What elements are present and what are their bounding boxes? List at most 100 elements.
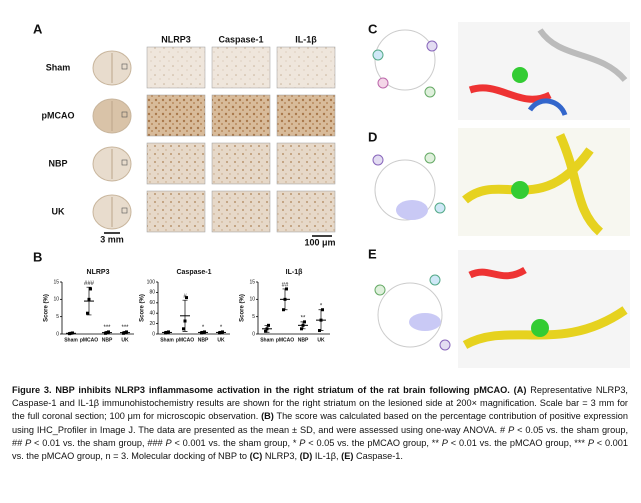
caption-text: < 0.01 vs. the pMCAO group, ***	[447, 437, 588, 448]
micrograph	[211, 46, 271, 89]
caption-text: (B)	[261, 411, 274, 422]
panel-label: C	[368, 21, 378, 36]
row-label: pMCAO	[42, 110, 75, 120]
protein-view	[458, 250, 630, 368]
y-tick-label: 0	[56, 331, 59, 337]
roi-box	[121, 63, 128, 70]
data-point	[285, 287, 288, 291]
significance: ***	[121, 325, 129, 331]
micrograph	[211, 142, 271, 185]
x-tick-label: pMCAO	[80, 337, 98, 343]
significance: *	[220, 325, 223, 331]
data-point	[89, 287, 92, 291]
residue	[439, 339, 451, 351]
caption-text: P	[299, 437, 306, 448]
caption-text: < 0.001 vs. the sham group, *	[171, 437, 300, 448]
significance: ##	[282, 283, 289, 289]
micrograph	[146, 46, 206, 89]
diagram-ring	[374, 29, 436, 91]
caption-text: Caspase-1.	[353, 451, 403, 462]
ligand	[512, 67, 528, 83]
caption-text: Figure 3. NBP inhibits NLRP3 inflammasom…	[12, 385, 527, 395]
y-axis-label: Score (%)	[44, 294, 50, 322]
caption-text: < 0.001 vs. the pMCAO group, n = 3. Mole…	[12, 437, 628, 462]
docking-e	[374, 250, 630, 368]
caption-text: P	[508, 424, 515, 435]
residue	[426, 40, 438, 52]
column-header: NLRP3	[161, 34, 191, 44]
scale-label: 100 μm	[304, 237, 335, 247]
y-tick-label: 5	[252, 314, 255, 320]
micrograph	[276, 46, 336, 89]
data-point	[303, 320, 306, 324]
strand	[555, 133, 604, 236]
significance: *	[320, 303, 323, 309]
residue	[374, 284, 386, 296]
data-point	[283, 297, 287, 301]
caption-text: The score was calculated based on the pe…	[12, 411, 628, 435]
significance: ###	[84, 281, 95, 287]
data-point	[319, 318, 323, 322]
micrograph	[211, 190, 271, 233]
micrograph	[146, 190, 206, 233]
y-tick-label: 10	[249, 297, 255, 303]
micrograph	[146, 142, 206, 185]
micrograph	[211, 94, 271, 137]
data-point	[221, 330, 224, 334]
residue	[424, 86, 436, 98]
caption-text: < 0.05 vs. the sham group, ##	[12, 424, 629, 448]
caption-text: P	[25, 437, 32, 448]
data-point	[107, 330, 110, 334]
panel-label: B	[33, 249, 42, 264]
row-label: NBP	[48, 158, 67, 168]
diagram-ring	[377, 282, 443, 348]
residue	[434, 202, 446, 214]
caption: Figure 3. NBP inhibits NLRP3 inflammasom…	[12, 384, 628, 463]
docking-d	[372, 128, 630, 236]
caption-text: P	[441, 437, 448, 448]
y-tick-label: 0	[152, 331, 155, 337]
residue	[372, 154, 384, 166]
roi-box	[121, 207, 128, 214]
y-tick-label: 40	[149, 311, 155, 317]
residue	[429, 274, 441, 286]
row-label: Sham	[46, 62, 71, 72]
y-tick-label: 60	[149, 300, 155, 306]
y-tick-label: 5	[56, 314, 59, 320]
x-tick-label: NBP	[102, 337, 113, 343]
y-tick-label: 20	[149, 321, 155, 327]
data-point	[182, 327, 185, 331]
caption-text: NLRP3,	[262, 451, 300, 462]
y-tick-label: 10	[53, 297, 59, 303]
caption-text: (D)	[299, 451, 313, 462]
caption-text: P	[165, 437, 172, 448]
caption-text: < 0.05 vs. the pMCAO group, **	[305, 437, 442, 448]
significance: *	[202, 325, 205, 331]
y-axis-label: Score (%)	[140, 294, 146, 322]
roi-box	[121, 111, 128, 118]
docking-c	[372, 22, 630, 120]
x-tick-label: UK	[217, 337, 225, 343]
strand	[537, 28, 628, 83]
data-point	[125, 330, 128, 334]
micrograph	[276, 142, 336, 185]
ligand	[511, 181, 529, 199]
caption-text: P	[587, 437, 594, 448]
data-point	[264, 329, 267, 333]
caption-text: (E)	[341, 451, 354, 462]
data-point	[87, 297, 91, 301]
data-point	[300, 327, 303, 331]
data-point	[267, 323, 270, 327]
x-tick-label: Sham	[160, 337, 174, 343]
helix	[468, 266, 527, 280]
caption-text: IL-1β,	[312, 451, 342, 462]
data-point	[321, 308, 324, 312]
data-point	[183, 319, 187, 323]
roi-box	[121, 159, 128, 166]
ligand	[531, 319, 549, 337]
x-tick-label: UK	[317, 337, 325, 343]
contact	[396, 200, 428, 220]
x-tick-label: pMCAO	[276, 337, 294, 343]
data-point	[86, 311, 89, 315]
